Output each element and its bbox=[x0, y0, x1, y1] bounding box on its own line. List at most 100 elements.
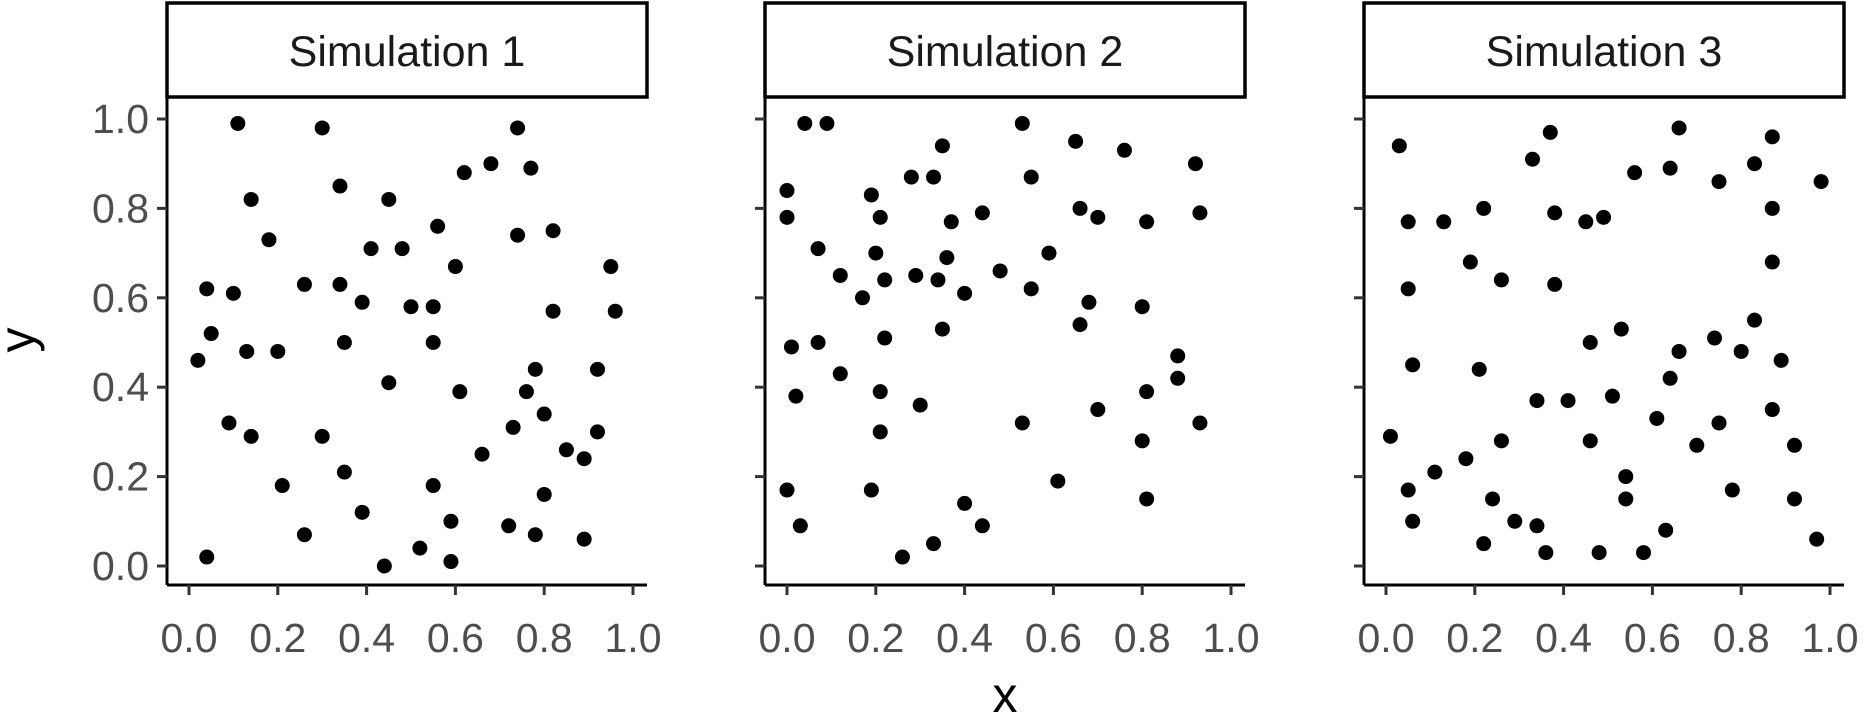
data-point bbox=[576, 531, 592, 547]
data-point bbox=[1493, 433, 1509, 449]
data-point bbox=[1671, 120, 1687, 136]
data-point bbox=[1764, 129, 1780, 145]
data-point bbox=[1689, 437, 1705, 453]
data-point bbox=[1458, 451, 1474, 467]
data-point bbox=[779, 183, 795, 199]
data-point bbox=[1072, 317, 1088, 333]
data-point bbox=[1542, 124, 1558, 140]
data-point bbox=[354, 504, 370, 520]
x-tick-label: 0.4 bbox=[338, 615, 395, 661]
data-point bbox=[314, 120, 330, 136]
data-point bbox=[1471, 361, 1487, 377]
data-point bbox=[452, 384, 468, 400]
data-point bbox=[1139, 491, 1155, 507]
data-point bbox=[1116, 142, 1132, 158]
data-point bbox=[1578, 214, 1594, 230]
data-point bbox=[934, 321, 950, 337]
data-point bbox=[1582, 433, 1598, 449]
data-point bbox=[447, 259, 463, 275]
data-point bbox=[1636, 545, 1652, 561]
data-point bbox=[1786, 437, 1802, 453]
data-point bbox=[1613, 321, 1629, 337]
data-point bbox=[1192, 415, 1208, 431]
data-point bbox=[792, 518, 808, 534]
data-point bbox=[199, 549, 215, 565]
data-point bbox=[1724, 482, 1740, 498]
data-point bbox=[779, 209, 795, 225]
data-point bbox=[1134, 433, 1150, 449]
data-point bbox=[819, 115, 835, 131]
data-point bbox=[1627, 165, 1643, 181]
data-point bbox=[1596, 209, 1612, 225]
x-tick-label: 0.4 bbox=[936, 615, 993, 661]
data-point bbox=[926, 169, 942, 185]
y-tick-label: 0.4 bbox=[92, 364, 149, 410]
data-point bbox=[1427, 464, 1443, 480]
data-point bbox=[1582, 335, 1598, 350]
data-point bbox=[1014, 115, 1030, 131]
x-tick-label: 0.6 bbox=[1025, 615, 1082, 661]
data-point bbox=[589, 424, 605, 440]
data-point bbox=[430, 218, 446, 234]
data-point bbox=[1436, 214, 1452, 230]
facet-title: Simulation 1 bbox=[289, 28, 526, 76]
data-point bbox=[974, 518, 990, 534]
x-tick-label: 0.0 bbox=[1358, 615, 1415, 661]
data-point bbox=[1134, 299, 1150, 315]
data-point bbox=[974, 205, 990, 221]
data-point bbox=[1733, 343, 1749, 359]
data-point bbox=[274, 478, 290, 494]
data-point bbox=[1711, 415, 1727, 431]
data-point bbox=[607, 303, 623, 319]
data-point bbox=[412, 540, 428, 556]
data-point bbox=[1764, 254, 1780, 270]
data-point bbox=[1405, 357, 1421, 373]
data-point bbox=[603, 259, 619, 275]
data-point bbox=[1192, 205, 1208, 221]
y-tick-label: 0.2 bbox=[92, 454, 149, 500]
data-point bbox=[1023, 169, 1039, 185]
data-point bbox=[1649, 410, 1665, 426]
data-point bbox=[957, 495, 973, 511]
data-point bbox=[1662, 370, 1678, 386]
x-tick-label: 0.6 bbox=[1624, 615, 1681, 661]
data-point bbox=[527, 361, 543, 377]
data-point bbox=[1187, 156, 1203, 172]
data-point bbox=[381, 375, 397, 391]
data-point bbox=[243, 428, 259, 444]
data-point bbox=[930, 272, 946, 288]
data-point bbox=[1023, 281, 1039, 297]
data-point bbox=[1014, 415, 1030, 431]
data-point bbox=[336, 335, 352, 350]
data-point bbox=[783, 339, 799, 355]
data-point bbox=[1405, 513, 1421, 529]
data-point bbox=[536, 486, 552, 502]
data-point bbox=[243, 191, 259, 207]
data-point bbox=[894, 549, 910, 565]
data-point bbox=[1707, 330, 1723, 346]
facet-title: Simulation 2 bbox=[887, 28, 1124, 76]
data-point bbox=[523, 160, 539, 176]
data-point bbox=[1591, 545, 1607, 561]
x-tick-label: 0.2 bbox=[1446, 615, 1503, 661]
x-tick-label: 0.2 bbox=[249, 615, 306, 661]
panel-1: Simulation 1 0.0 0.2 0.4 0.6 0.8 1.0 0.0 0.2 0.4 0… bbox=[92, 1, 662, 661]
data-point bbox=[872, 209, 888, 225]
data-point bbox=[1090, 209, 1106, 225]
data-point bbox=[1618, 491, 1634, 507]
data-point bbox=[403, 299, 419, 315]
data-point bbox=[332, 276, 348, 292]
data-point bbox=[199, 281, 215, 297]
data-point bbox=[1786, 491, 1802, 507]
data-point bbox=[1711, 174, 1727, 190]
data-point bbox=[1618, 469, 1634, 485]
data-point bbox=[296, 527, 312, 543]
x-tick-label: 1.0 bbox=[1203, 615, 1260, 661]
data-point bbox=[1476, 536, 1492, 552]
data-point bbox=[1400, 214, 1416, 230]
data-point bbox=[797, 115, 813, 131]
data-point bbox=[1747, 156, 1763, 172]
data-point bbox=[863, 482, 879, 498]
data-point bbox=[1170, 348, 1186, 364]
data-point bbox=[1809, 531, 1825, 547]
